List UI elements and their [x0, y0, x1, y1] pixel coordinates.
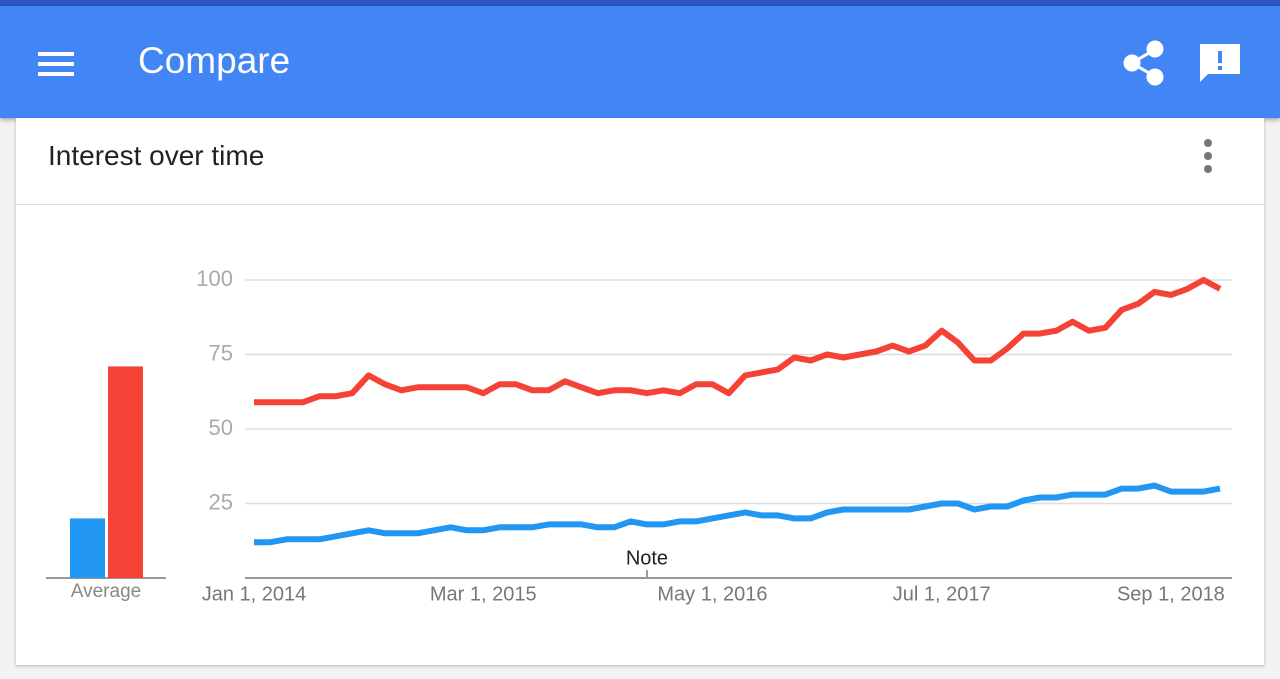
annotation-label: Note — [626, 547, 668, 569]
share-button[interactable] — [1123, 40, 1164, 86]
average-bar — [108, 366, 143, 578]
x-tick-label: Sep 1, 2018 — [1117, 583, 1225, 605]
feedback-button[interactable] — [1200, 44, 1240, 82]
y-tick-label: 25 — [209, 489, 233, 514]
average-bar — [70, 518, 105, 578]
app-title: Compare — [138, 40, 291, 81]
x-tick-label: Mar 1, 2015 — [430, 583, 537, 605]
status-stripe — [0, 0, 1280, 6]
app-bar-icons — [38, 40, 1240, 86]
average-label: Average — [71, 581, 141, 602]
more-button[interactable] — [1198, 138, 1218, 178]
divider — [16, 204, 1264, 205]
menu-button[interactable] — [38, 52, 74, 76]
y-tick-label: 75 — [209, 340, 233, 365]
y-tick-label: 100 — [196, 266, 233, 291]
app-bar: Compare — [0, 6, 1280, 118]
x-tick-label: Jan 1, 2014 — [202, 583, 307, 605]
trend-line — [254, 277, 1222, 406]
card-title: Interest over time — [48, 140, 265, 171]
x-tick-label: May 1, 2016 — [657, 583, 767, 605]
x-tick-label: Jul 1, 2017 — [893, 583, 991, 605]
trend-line — [254, 482, 1221, 546]
y-tick-label: 50 — [209, 415, 233, 440]
card: Interest over time — [16, 118, 1264, 665]
